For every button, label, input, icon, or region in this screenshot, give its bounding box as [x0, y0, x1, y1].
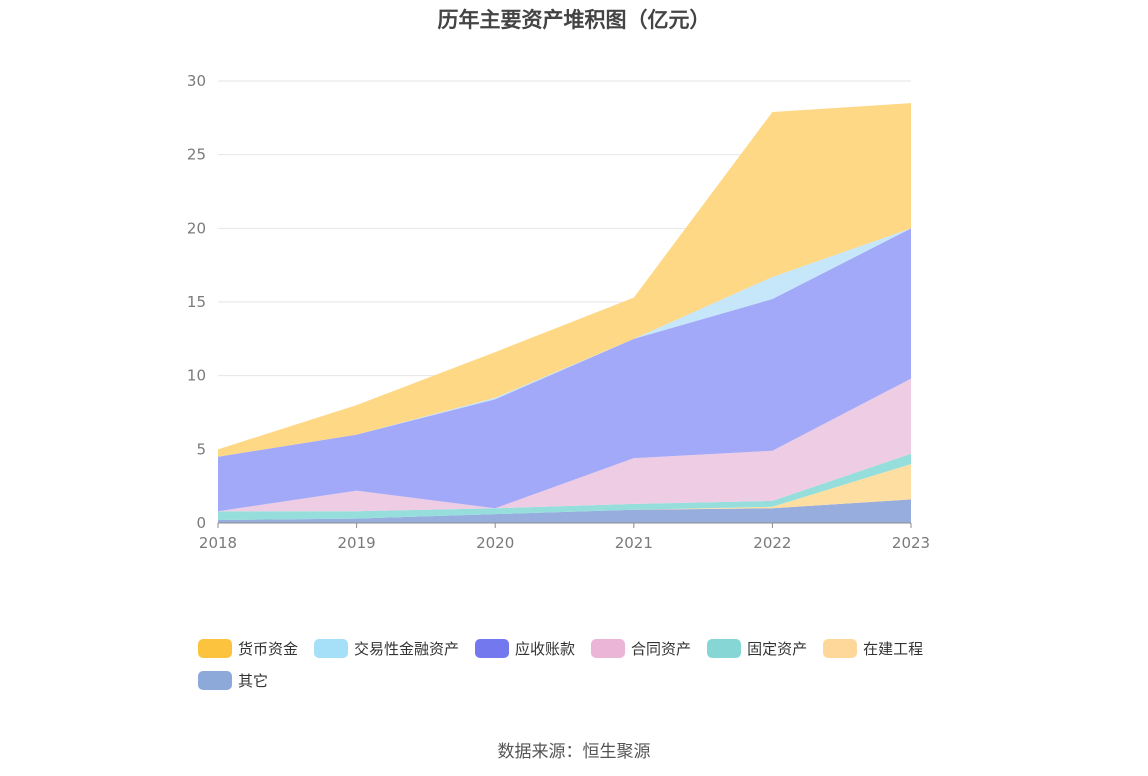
legend: 货币资金 交易性金融资产 应收账款 合同资产 固定资产 在建工程其它 [198, 638, 978, 690]
area-series-0 [218, 499, 911, 523]
legend-label: 在建工程 [863, 639, 924, 658]
x-tick-label: 2023 [892, 534, 930, 552]
x-tick-label: 2018 [199, 534, 237, 552]
y-tick-label: 10 [187, 367, 206, 385]
x-tick-label: 2021 [615, 534, 653, 552]
legend-item[interactable]: 固定资产 [707, 638, 807, 658]
y-tick-label: 5 [196, 440, 206, 458]
data-source: 数据来源：恒生聚源 [497, 742, 651, 762]
legend-label: 交易性金融资产 [354, 639, 460, 658]
legend-swatch [198, 638, 232, 658]
x-tick-label: 2019 [338, 534, 376, 552]
x-tick-label: 2020 [476, 534, 514, 552]
y-tick-label: 30 [187, 72, 206, 90]
legend-item[interactable]: 应收账款 [475, 638, 575, 658]
area-series [218, 103, 911, 523]
area-series-4 [218, 228, 911, 512]
legend-item[interactable]: 其它 [198, 670, 268, 690]
legend-swatch [707, 638, 742, 658]
legend-item[interactable]: 合同资产 [591, 638, 691, 658]
legend-swatch [198, 670, 232, 690]
legend-label: 货币资金 [238, 639, 299, 658]
x-tick-label: 2022 [753, 534, 791, 552]
legend-label: 合同资产 [631, 639, 692, 658]
legend-swatch [591, 638, 626, 658]
y-tick-label: 0 [196, 514, 206, 532]
y-tick-label: 25 [187, 146, 206, 164]
area-series-3 [218, 378, 911, 512]
legend-swatch [314, 638, 349, 658]
area-series-2 [218, 453, 911, 521]
chart-title: 历年主要资产堆积图（亿元） [437, 8, 711, 32]
stacked-area-chart: 0 5 10 15 20 25 30 2018 2019 2020 2021 2022 2023 [187, 72, 930, 552]
legend-swatch [823, 638, 858, 658]
legend-label: 固定资产 [747, 639, 808, 658]
legend-label: 其它 [238, 671, 269, 690]
legend-swatch [475, 638, 510, 658]
area-series-6 [218, 103, 911, 457]
y-tick-label: 20 [187, 219, 206, 237]
axes: 0 5 10 15 20 25 30 2018 2019 2020 2021 2022 2023 [187, 72, 930, 552]
legend-item[interactable]: 在建工程 [823, 638, 923, 658]
legend-label: 应收账款 [515, 639, 576, 658]
legend-item[interactable]: 交易性金融资产 [314, 638, 459, 658]
legend-item[interactable]: 货币资金 [198, 638, 298, 658]
y-tick-label: 15 [187, 293, 206, 311]
